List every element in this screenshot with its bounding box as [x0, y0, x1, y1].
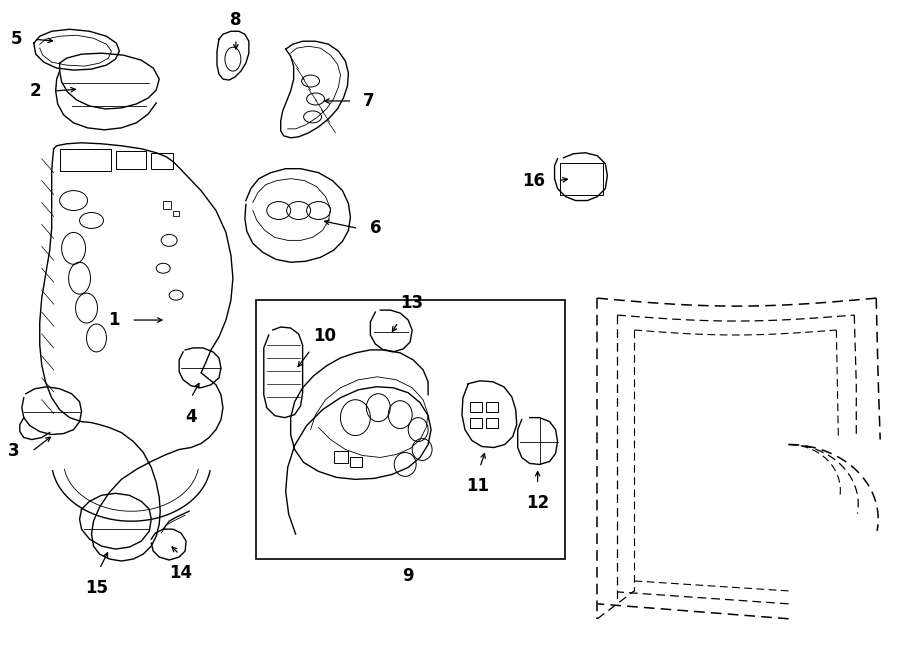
Bar: [256, 300, 564, 559]
Text: 2: 2: [30, 82, 41, 100]
Text: 14: 14: [169, 564, 193, 582]
Bar: [470, 418, 482, 428]
Text: 7: 7: [364, 92, 375, 110]
Bar: [335, 451, 348, 463]
Bar: [163, 200, 171, 208]
Bar: [59, 149, 112, 171]
Bar: [560, 163, 603, 194]
Text: 13: 13: [400, 294, 423, 312]
Text: 4: 4: [185, 408, 197, 426]
Bar: [173, 210, 179, 217]
Text: 6: 6: [370, 219, 382, 237]
Bar: [151, 153, 173, 169]
Text: 1: 1: [108, 311, 120, 329]
Text: 8: 8: [230, 11, 242, 29]
Bar: [116, 151, 147, 169]
Text: 15: 15: [85, 579, 108, 597]
Bar: [486, 418, 498, 428]
Text: 11: 11: [466, 477, 490, 495]
Text: 12: 12: [526, 494, 549, 512]
Text: 10: 10: [313, 327, 337, 345]
Text: 9: 9: [402, 567, 414, 585]
Text: 3: 3: [8, 442, 20, 461]
Text: 16: 16: [523, 172, 545, 190]
Bar: [486, 402, 498, 412]
Bar: [350, 457, 363, 467]
Bar: [470, 402, 482, 412]
Text: 5: 5: [10, 30, 22, 48]
